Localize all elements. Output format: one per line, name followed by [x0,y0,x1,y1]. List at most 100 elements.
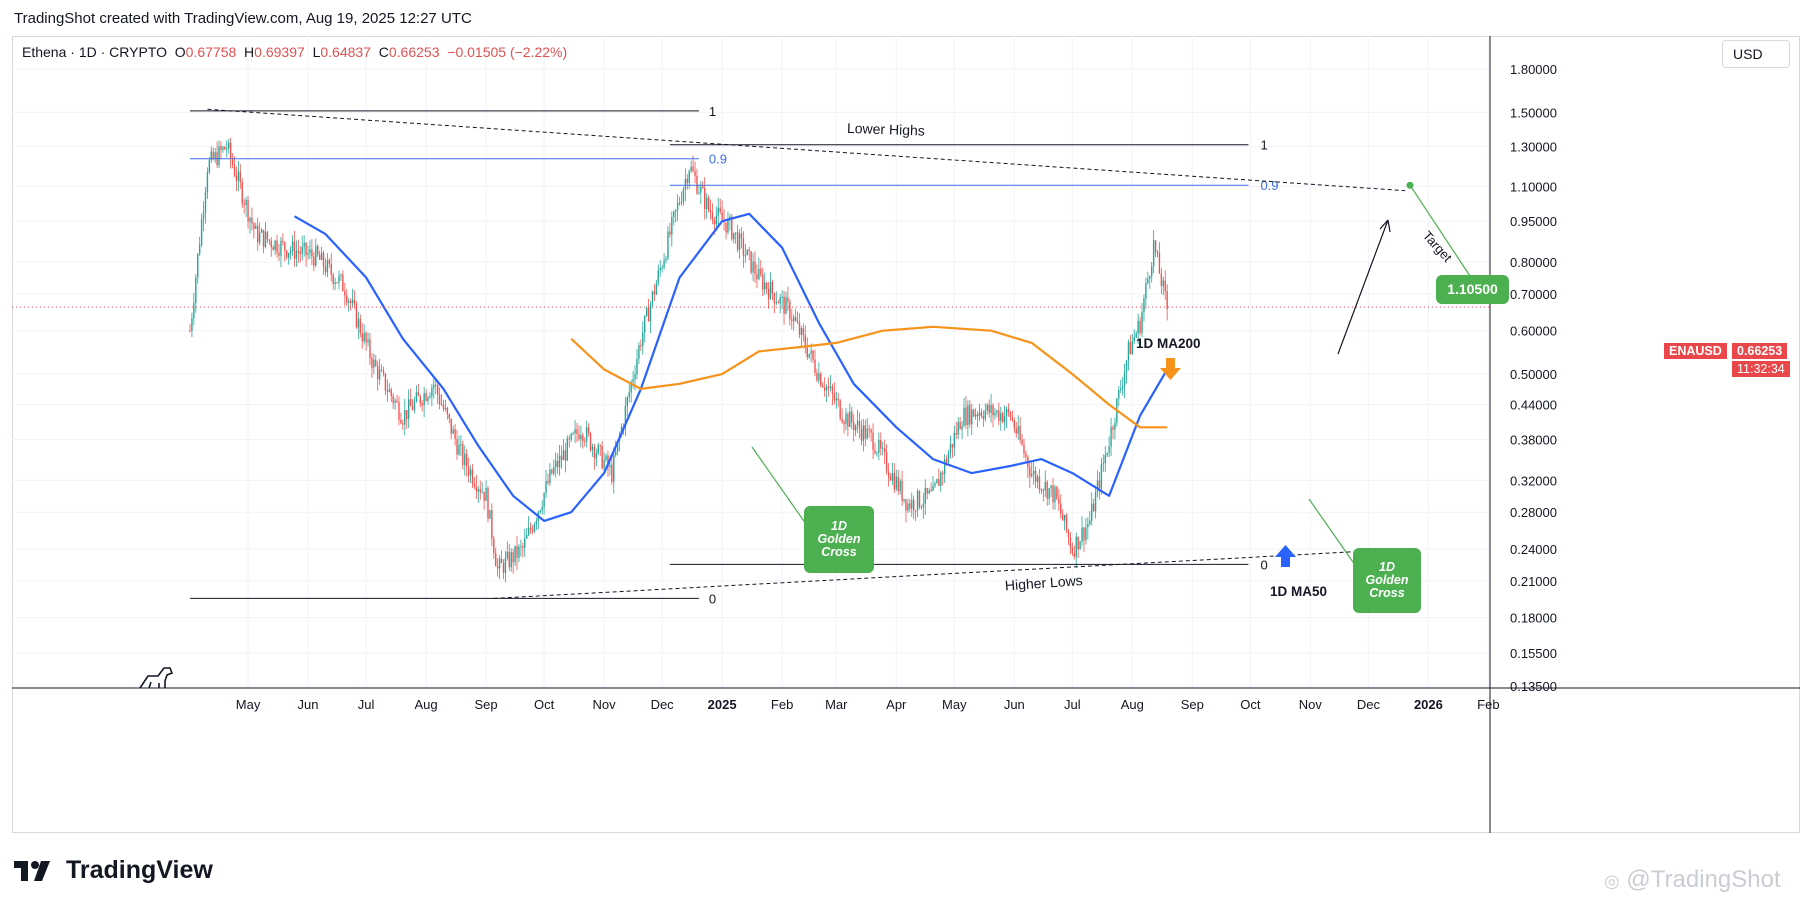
candle-body [326,260,329,273]
candle-body [1015,428,1017,434]
candle-body [475,486,478,492]
y-tick-label: 1.30000 [1510,140,1557,155]
candle-body [477,489,480,492]
candle-body [1058,498,1060,504]
candle-body [835,398,837,401]
candle-body [407,399,410,419]
candle-body [1087,524,1089,528]
y-tick-label: 0.15500 [1510,646,1557,661]
candle-body [556,460,559,468]
open-value: 0.67758 [185,44,237,60]
golden-cross-2-line3: Cross [1369,586,1405,600]
candle-body [1083,527,1085,541]
candle-body [555,460,557,468]
candle-body [1162,280,1165,286]
tradingview-brand[interactable]: TradingView [14,856,213,885]
candle-body [613,455,615,482]
candle-body [522,546,524,548]
y-tick-label: 1.50000 [1510,105,1557,120]
candle-body [794,317,797,321]
candle-body [564,450,567,461]
candle-body [332,274,334,284]
candle-body [309,249,311,253]
candle-body [518,546,520,558]
golden-cross-box-2: 1D Golden Cross [1353,548,1421,613]
candle-body [566,438,569,461]
candle-body [433,384,435,388]
candle-body [545,481,547,494]
candle-body [363,332,365,342]
lower-highs-trendline [207,108,1406,192]
candle-body [634,374,636,380]
currency-button[interactable]: USD [1722,40,1790,68]
candle-body [1038,476,1041,490]
candle-body [251,217,253,224]
candle-body [520,546,522,548]
candle-body [291,241,294,251]
candle-body [787,297,789,303]
candle-body [253,223,255,229]
candle-body [611,464,613,482]
candle-body [417,392,420,396]
candle-body [1023,444,1025,454]
watermark-text: @TradingShot [1626,866,1781,893]
candle-body [553,467,555,474]
candle-body [365,332,367,343]
candle-body [498,558,501,569]
candle-body [678,202,681,204]
x-tick-label: Nov [1299,697,1323,712]
candle-body [978,412,981,417]
candle-body [1139,320,1141,334]
candle-body [705,197,708,210]
lines [293,212,1169,522]
candle-body [866,428,868,439]
candle-body [1133,337,1135,342]
candle-body [996,410,998,413]
candle-body [872,432,874,451]
candle-body [673,211,675,218]
candle-body [258,232,261,243]
candle-body [671,217,673,235]
candle-body [1110,427,1112,447]
candle-body [1104,455,1106,464]
candle-body [926,488,928,494]
candle-body [1017,426,1019,434]
candle-body [286,250,288,258]
candle-body [702,186,704,188]
candle-body [355,303,358,328]
candle-body [293,241,296,259]
candle-body [322,252,325,267]
candle-body [729,216,731,220]
candle-body [791,319,793,321]
candle-body [452,429,454,434]
candle-body [460,444,462,446]
x-tick-label: Apr [886,697,907,712]
symbol-legend[interactable]: Ethena · 1D · CRYPTO O0.67758 H0.69397 L… [22,44,567,60]
candle-body [1077,536,1079,550]
candle-body [1034,470,1037,482]
candle-body [1019,426,1021,440]
candle-body [928,490,930,494]
candle-body [500,558,503,563]
candle-body [584,441,586,443]
candle-body [440,404,443,406]
fib-left-label-0: 0 [709,591,716,606]
candle-body [597,445,599,454]
candle-body [798,322,801,335]
candle-body [692,166,694,172]
candle-body [1029,467,1031,477]
candle-body [911,499,913,509]
candle-body [914,510,917,512]
candle-body [272,247,274,251]
candle-body [916,490,919,511]
candle-body [760,268,762,275]
symbol-name[interactable]: Ethena · 1D · CRYPTO [22,44,167,60]
candle-body [398,402,400,420]
candle-body [645,307,648,316]
candle-body [955,433,957,435]
ma200-label: 1D MA200 [1136,336,1201,351]
candle-body [713,220,716,225]
candle-body [239,171,242,183]
